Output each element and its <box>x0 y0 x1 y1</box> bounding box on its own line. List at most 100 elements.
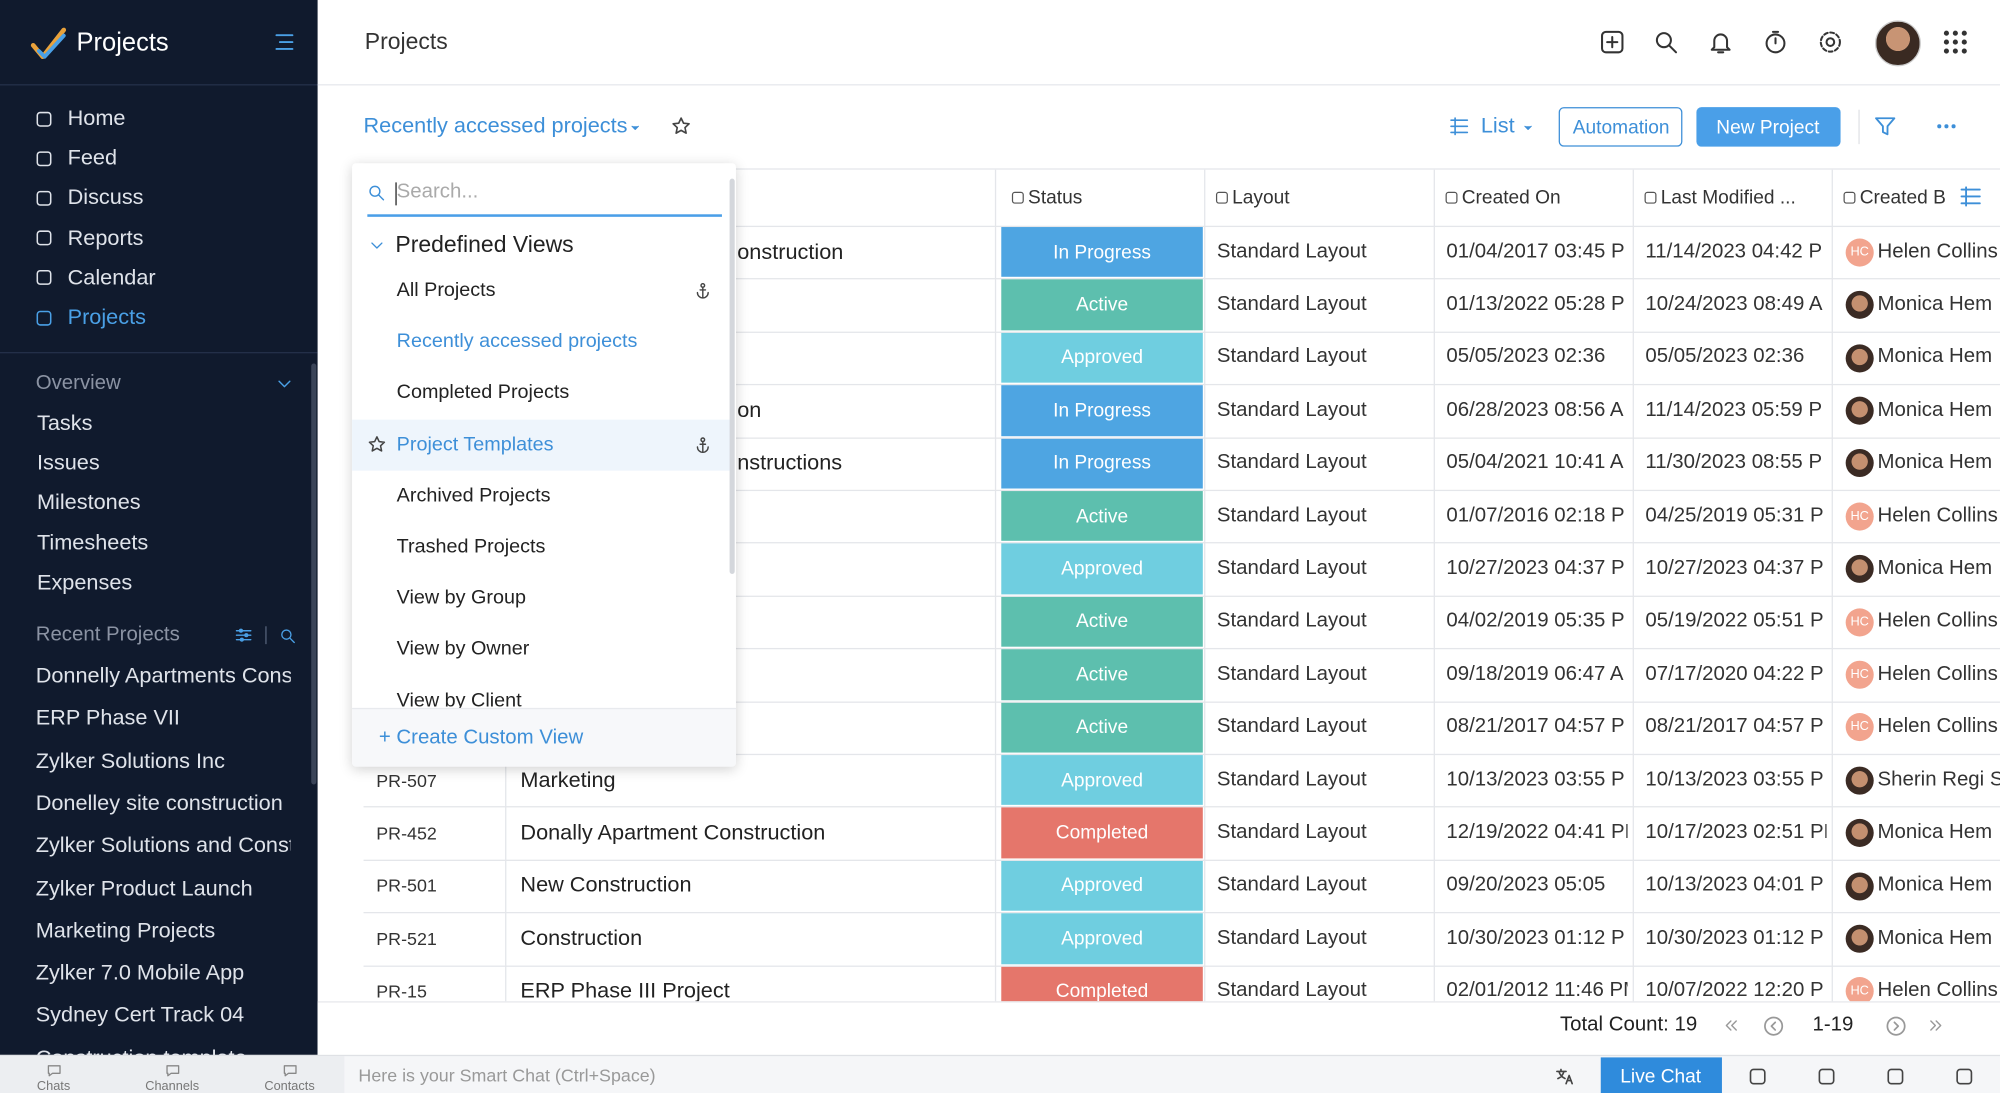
pagination-bar <box>317 1001 2000 1057</box>
column-header[interactable]: Layout <box>1232 170 1428 226</box>
project-name[interactable]: ERP Phase III Project <box>520 978 730 1003</box>
overview-item[interactable]: Issues <box>36 450 100 475</box>
header-icon[interactable] <box>1708 29 1734 55</box>
nav-item[interactable]: Reports <box>67 225 144 250</box>
automation-button[interactable]: Automation <box>1558 107 1683 147</box>
view-option[interactable]: Archived Projects <box>396 484 551 507</box>
section-title[interactable]: Predefined Views <box>395 231 574 258</box>
nav-item[interactable]: Feed <box>67 145 118 170</box>
create-view-link[interactable]: + Create Custom View <box>378 727 584 749</box>
recent-project[interactable]: Donnelly Apartments Cons <box>35 663 291 688</box>
view-option[interactable]: View by Client <box>396 689 522 712</box>
avatar <box>1845 290 1874 319</box>
header-icon[interactable] <box>1763 29 1789 55</box>
cell: 01/13/2022 05:28 P <box>1446 279 1627 332</box>
search-icon[interactable] <box>279 627 296 644</box>
prev-page[interactable] <box>1762 1015 1784 1037</box>
next-page[interactable] <box>1885 1015 1907 1037</box>
view-option[interactable]: Completed Projects <box>396 381 570 404</box>
filter-button[interactable] <box>1874 115 1897 138</box>
overview-item[interactable]: Expenses <box>36 569 133 595</box>
chat-tab[interactable]: Channels <box>145 1079 200 1093</box>
view-mode[interactable]: List <box>1480 113 1515 138</box>
header-icon[interactable] <box>1653 29 1679 55</box>
recent-project[interactable]: Zylker Solutions Inc <box>35 748 225 773</box>
dropdown-footer: + Create Custom View <box>352 707 736 767</box>
recent-project[interactable]: ERP Phase VII <box>35 705 180 730</box>
nav-item[interactable]: Calendar <box>67 265 156 290</box>
smart-chat-input[interactable]: Here is your Smart Chat (Ctrl+Space) <box>358 1065 656 1086</box>
overview-item[interactable]: Tasks <box>36 410 93 435</box>
recent-project[interactable]: Zylker Product Launch <box>35 875 253 900</box>
tab-icon[interactable] <box>281 1062 298 1079</box>
recent-project[interactable]: Zylker 7.0 Mobile App <box>35 960 245 985</box>
chat-tab[interactable]: Chats <box>36 1079 71 1093</box>
project-id: PR-15 <box>376 981 427 1002</box>
view-option[interactable]: Recently accessed projects <box>396 330 638 353</box>
recent-project[interactable]: Marketing Projects <box>35 918 216 943</box>
recent-project[interactable]: Sydney Cert Track 04 <box>35 1003 245 1028</box>
favorite-star[interactable] <box>367 435 386 454</box>
last-page[interactable] <box>1927 1017 1945 1035</box>
chat-bar-icon[interactable] <box>1747 1066 1767 1086</box>
filter-icon[interactable] <box>235 626 253 644</box>
collapse-icon[interactable] <box>276 375 294 393</box>
search-input[interactable]: Search... <box>396 181 479 203</box>
view-option[interactable]: All Projects <box>396 279 496 302</box>
first-page[interactable] <box>1722 1017 1740 1035</box>
project-name[interactable]: onstruction <box>737 239 844 264</box>
cell: Monica Hem <box>1878 384 2000 437</box>
more-button[interactable] <box>1936 116 1956 136</box>
favorite-star[interactable] <box>671 116 691 136</box>
collapse-icon[interactable] <box>368 237 385 254</box>
last-modified: 10/17/2023 02:51 PM <box>1645 821 1827 844</box>
recent-project[interactable]: Zylker Solutions and Const <box>35 833 291 858</box>
chat-bar-icon[interactable] <box>1816 1066 1836 1086</box>
view-option[interactable]: Trashed Projects <box>396 535 546 558</box>
section-title[interactable]: Overview <box>35 372 121 395</box>
project-name[interactable]: Construction <box>520 925 643 951</box>
recent-project[interactable]: Donelley site construction <box>35 790 283 815</box>
default-anchor[interactable] <box>694 282 712 300</box>
nav-item[interactable]: Discuss <box>67 185 144 210</box>
project-name[interactable]: Donally Apartment Construction <box>520 820 826 845</box>
view-selector[interactable]: Recently accessed projects <box>363 113 628 138</box>
status-badge: In Progress <box>1001 227 1203 278</box>
nav-item[interactable]: Home <box>67 105 126 131</box>
column-header[interactable]: Status <box>1028 170 1199 226</box>
project-name[interactable]: New Construction <box>520 873 692 898</box>
search-icon <box>369 185 385 201</box>
view-option[interactable]: View by Group <box>396 586 527 609</box>
cell: Standard Layout <box>1217 701 1429 754</box>
chat-bar-icon[interactable] <box>1885 1066 1905 1086</box>
chat-bar-icon[interactable] <box>1954 1066 1974 1086</box>
menu-toggle[interactable] <box>273 31 296 54</box>
column-header[interactable]: Created B <box>1860 170 1995 226</box>
project-name[interactable]: Marketing <box>520 767 616 792</box>
column-header[interactable]: Last Modified ... <box>1661 170 1827 226</box>
overview-item[interactable]: Milestones <box>36 490 141 515</box>
live-chat-button[interactable]: Live Chat <box>1600 1057 1722 1093</box>
cell: Sherin Regi S <box>1878 754 2000 807</box>
default-anchor[interactable] <box>694 436 712 454</box>
created-on: 01/04/2017 03:45 P <box>1446 240 1625 263</box>
translate-icon[interactable] <box>1555 1066 1575 1086</box>
view-option[interactable]: View by Owner <box>396 638 530 660</box>
project-name[interactable]: on <box>737 397 762 423</box>
row-divider <box>363 648 2000 650</box>
overview-item[interactable]: Timesheets <box>36 530 149 555</box>
add-column[interactable] <box>1959 185 1982 208</box>
header-icon[interactable] <box>1818 29 1844 55</box>
chat-tab[interactable]: Contacts <box>264 1079 315 1093</box>
nav-item[interactable]: Projects <box>67 304 146 330</box>
view-option[interactable]: Project Templates <box>396 433 554 455</box>
project-name[interactable]: nstructions <box>737 450 843 475</box>
column-header[interactable]: Created On <box>1462 170 1628 226</box>
user-avatar[interactable] <box>1874 20 1921 67</box>
new-project-button[interactable]: New Project <box>1696 107 1841 147</box>
header-icon[interactable] <box>1943 29 1969 55</box>
header-icon[interactable] <box>1599 29 1625 55</box>
tab-icon[interactable] <box>164 1062 181 1079</box>
tab-icon[interactable] <box>45 1062 62 1079</box>
